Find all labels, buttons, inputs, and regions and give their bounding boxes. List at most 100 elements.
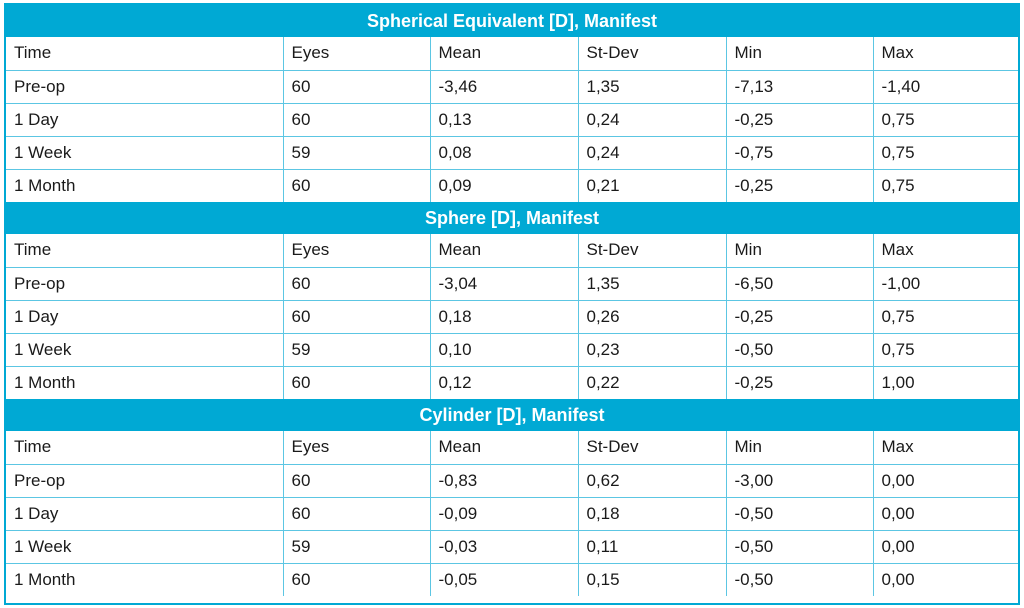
cell-stdev: 0,21 [578, 169, 727, 202]
cell-max: 0,75 [873, 103, 1018, 137]
cell-mean: 0,13 [430, 103, 579, 137]
table-row: 1 Month 60 0,12 0,22 -0,25 1,00 [6, 366, 1018, 399]
cell-min: -0,50 [726, 563, 874, 596]
cell-min: -0,75 [726, 136, 874, 170]
section-title: Spherical Equivalent [D], Manifest [6, 5, 1018, 37]
cell-min: -0,25 [726, 366, 874, 399]
cell-max: 0,75 [873, 136, 1018, 170]
cell-min: -0,50 [726, 530, 874, 564]
cell-min: -6,50 [726, 267, 874, 301]
column-header-stdev: St-Dev [578, 234, 727, 268]
table-row: 1 Week 59 0,10 0,23 -0,50 0,75 [6, 333, 1018, 367]
cell-mean: 0,10 [430, 333, 579, 367]
column-header-max: Max [873, 234, 1018, 268]
cell-max: -1,40 [873, 70, 1018, 104]
cell-stdev: 0,11 [578, 530, 727, 564]
cell-mean: -0,05 [430, 563, 579, 596]
cell-mean: 0,08 [430, 136, 579, 170]
column-header-max: Max [873, 431, 1018, 465]
cell-mean: -0,09 [430, 497, 579, 531]
table-row: 1 Day 60 0,13 0,24 -0,25 0,75 [6, 103, 1018, 137]
cell-max: 0,75 [873, 333, 1018, 367]
section-table: Time Eyes Mean St-Dev Min Max Pre-op 60 … [6, 234, 1018, 399]
cell-time: 1 Week [6, 530, 284, 564]
cell-mean: -0,03 [430, 530, 579, 564]
column-header-mean: Mean [430, 431, 579, 465]
section-spherical-equivalent: Spherical Equivalent [D], Manifest Time … [6, 5, 1018, 202]
column-header-time: Time [6, 431, 284, 465]
column-header-eyes: Eyes [283, 431, 431, 465]
cell-eyes: 59 [283, 136, 431, 170]
section-table: Time Eyes Mean St-Dev Min Max Pre-op 60 … [6, 37, 1018, 202]
cell-min: -0,50 [726, 497, 874, 531]
cell-eyes: 60 [283, 464, 431, 498]
cell-eyes: 59 [283, 333, 431, 367]
table-row: Pre-op 60 -0,83 0,62 -3,00 0,00 [6, 464, 1018, 498]
cell-eyes: 60 [283, 267, 431, 301]
section-cylinder: Cylinder [D], Manifest Time Eyes Mean St… [6, 399, 1018, 596]
cell-max: 0,00 [881, 569, 915, 589]
table-row: 1 Week 59 0,08 0,24 -0,75 0,75 [6, 136, 1018, 170]
cell-max: 0,00 [873, 530, 1018, 564]
cell-min: -0,50 [726, 333, 874, 367]
section-title: Cylinder [D], Manifest [6, 399, 1018, 431]
section-title: Sphere [D], Manifest [6, 202, 1018, 234]
cell-mean: 0,18 [430, 300, 579, 334]
column-header-eyes: Eyes [283, 234, 431, 268]
cell-stdev: 0,24 [578, 103, 727, 137]
cell-min: -0,25 [726, 103, 874, 137]
cell-mean: 0,09 [430, 169, 579, 202]
column-header-mean: Mean [430, 234, 579, 268]
column-header-time: Time [6, 234, 284, 268]
cell-stdev: 1,35 [578, 70, 727, 104]
cell-stdev: 0,26 [578, 300, 727, 334]
cell-time: 1 Day [6, 300, 284, 334]
column-header-stdev: St-Dev [578, 37, 727, 71]
cell-stdev: 0,23 [578, 333, 727, 367]
cell-eyes: 60 [283, 366, 431, 399]
cell-max: 0,00 [873, 464, 1018, 498]
cell-time: 1 Week [6, 136, 284, 170]
cell-min: -7,13 [726, 70, 874, 104]
table-row: 1 Month 60 -0,05 0,15 -0,50 0,00 [6, 563, 1018, 596]
cell-min: -3,00 [726, 464, 874, 498]
table-row: 1 Week 59 -0,03 0,11 -0,50 0,00 [6, 530, 1018, 564]
column-header-row: Time Eyes Mean St-Dev Min Max [6, 431, 1018, 465]
table-row: Pre-op 60 -3,46 1,35 -7,13 -1,40 [6, 70, 1018, 104]
column-header-mean: Mean [430, 37, 579, 71]
table-row: Pre-op 60 -3,04 1,35 -6,50 -1,00 [6, 267, 1018, 301]
cell-time: Pre-op [6, 464, 284, 498]
column-header-time: Time [6, 37, 284, 71]
cell-time: 1 Month [6, 169, 284, 202]
section-sphere: Sphere [D], Manifest Time Eyes Mean St-D… [6, 202, 1018, 399]
cell-time: Pre-op [6, 267, 284, 301]
cell-max: -1,00 [873, 267, 1018, 301]
cell-stdev: 0,18 [578, 497, 727, 531]
cell-eyes: 60 [283, 497, 431, 531]
cell-min: -0,25 [726, 169, 874, 202]
cell-time: 1 Week [6, 333, 284, 367]
cell-eyes: 59 [283, 530, 431, 564]
column-header-row: Time Eyes Mean St-Dev Min Max [6, 37, 1018, 71]
cell-stdev: 0,22 [578, 366, 727, 399]
cell-max: 1,00 [881, 372, 915, 392]
section-table: Time Eyes Mean St-Dev Min Max Pre-op 60 … [6, 431, 1018, 596]
cell-eyes: 60 [283, 70, 431, 104]
cell-mean: 0,12 [430, 366, 579, 399]
table-row: 1 Month 60 0,09 0,21 -0,25 0,75 [6, 169, 1018, 202]
results-table: Spherical Equivalent [D], Manifest Time … [4, 3, 1020, 605]
cell-stdev: 0,62 [578, 464, 727, 498]
cell-eyes: 60 [283, 300, 431, 334]
cell-time: Pre-op [6, 70, 284, 104]
column-header-min: Min [726, 37, 874, 71]
cell-stdev: 1,35 [578, 267, 727, 301]
cell-eyes: 60 [283, 169, 431, 202]
column-header-eyes: Eyes [283, 37, 431, 71]
table-row: 1 Day 60 -0,09 0,18 -0,50 0,00 [6, 497, 1018, 531]
column-header-min: Min [726, 431, 874, 465]
cell-time: 1 Day [6, 497, 284, 531]
cell-mean: -3,46 [430, 70, 579, 104]
cell-time: 1 Month [6, 366, 284, 399]
cell-eyes: 60 [283, 103, 431, 137]
cell-stdev: 0,15 [578, 563, 727, 596]
